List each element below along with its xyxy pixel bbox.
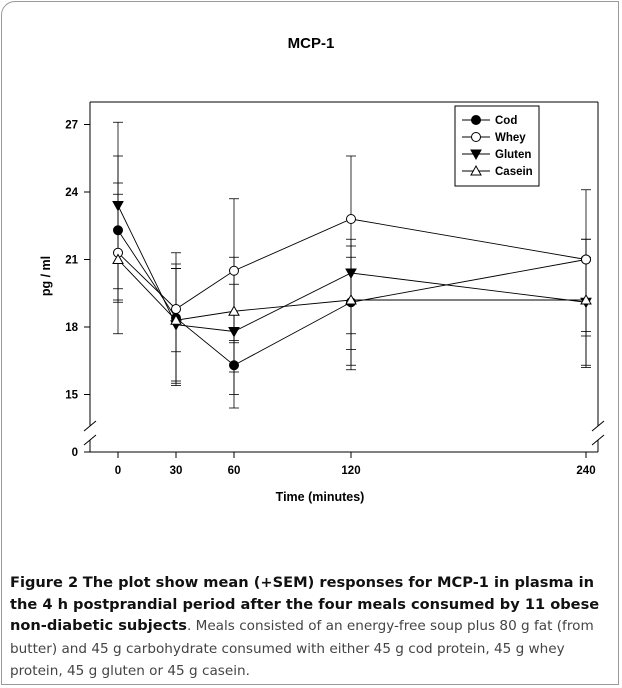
legend: Cod Whey Gluten Casein xyxy=(454,105,540,187)
y-tick-label: 0 xyxy=(72,447,78,459)
gluten-data-point xyxy=(228,327,240,338)
casein-data-point xyxy=(580,293,592,305)
whey-data-point xyxy=(229,265,239,276)
x-tick-label: 240 xyxy=(576,465,595,477)
whey-data-point xyxy=(346,214,356,224)
x-axis-label: Time (minutes) xyxy=(276,490,365,504)
gluten-data-point xyxy=(345,268,357,280)
x-tick-label: 60 xyxy=(228,465,241,477)
x-tick-label: 0 xyxy=(115,465,121,477)
cod-data-point xyxy=(113,225,123,236)
caption-title: The plot show mean (+SEM) responses for … xyxy=(10,574,600,635)
figure-caption: Figure 2 The plot show mean (+SEM) respo… xyxy=(10,572,610,683)
axis-break-mark xyxy=(591,434,605,446)
legend-label-cod: Cod xyxy=(495,115,517,127)
legend-marker-gluten xyxy=(470,149,482,161)
caption-figure-label: Figure 2 xyxy=(10,574,79,591)
axis-break-mark xyxy=(83,434,97,446)
y-axis-label: pg / ml xyxy=(39,256,53,296)
legend-label-whey: Whey xyxy=(495,132,526,144)
axis-break-mark xyxy=(591,420,605,432)
x-tick-label: 120 xyxy=(341,465,360,477)
whey-data-point xyxy=(581,254,591,265)
legend-label-casein: Casein xyxy=(495,166,533,178)
cod-data-point xyxy=(229,360,239,371)
legend-marker-cod xyxy=(471,115,481,125)
casein-data-point xyxy=(170,314,182,325)
casein-data-point xyxy=(228,305,240,316)
whey-data-point xyxy=(171,304,181,314)
caption-description: . Meals consisted of an energy-free soup… xyxy=(10,618,594,680)
y-tick-label: 18 xyxy=(65,322,78,334)
legend-marker-casein xyxy=(470,164,482,176)
line-chart: MCP-1 15 18 21 24 27 0 0 30 60 120 240 Cod Whey Glut… xyxy=(39,35,605,504)
legend-marker-whey xyxy=(471,132,481,142)
axis-break-mark xyxy=(83,420,97,432)
casein-data-point xyxy=(112,253,124,264)
y-tick-label: 24 xyxy=(65,187,78,199)
gluten-data-point xyxy=(112,201,124,212)
chart-title: MCP-1 xyxy=(288,35,335,52)
casein-data-point xyxy=(345,293,357,305)
legend-box xyxy=(454,105,540,187)
legend-label-gluten: Gluten xyxy=(495,149,531,161)
whey-series-line xyxy=(117,218,587,310)
y-tick-label: 15 xyxy=(65,390,78,402)
y-tick-label: 27 xyxy=(65,120,78,132)
x-tick-label: 30 xyxy=(170,465,183,477)
y-tick-label: 21 xyxy=(65,255,78,267)
